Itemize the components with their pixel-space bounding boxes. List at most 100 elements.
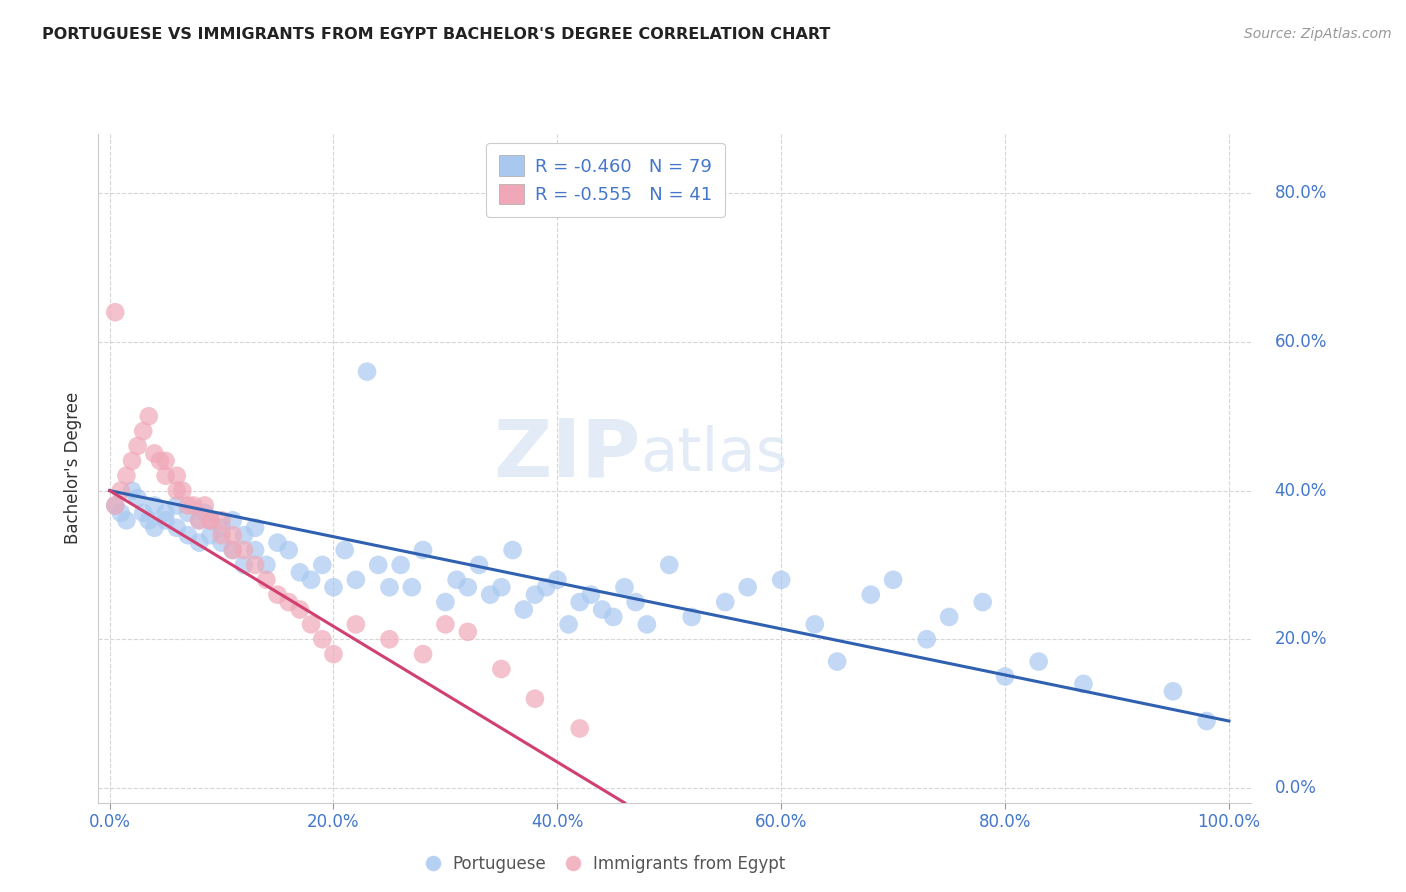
Point — [266, 535, 288, 549]
Point — [502, 543, 524, 558]
Text: 60.0%: 60.0% — [1274, 333, 1327, 351]
Point — [232, 558, 254, 572]
Point — [491, 580, 513, 594]
Point — [104, 499, 127, 513]
Point — [457, 624, 479, 639]
Point — [412, 543, 434, 558]
Point — [333, 543, 356, 558]
Point — [534, 580, 557, 594]
Point — [143, 446, 166, 460]
Point — [972, 595, 994, 609]
Point — [222, 528, 245, 542]
Point — [115, 468, 138, 483]
Point — [166, 468, 188, 483]
Point — [155, 506, 177, 520]
Point — [1073, 677, 1095, 691]
Point — [523, 588, 546, 602]
Point — [389, 558, 412, 572]
Point — [938, 610, 960, 624]
Point — [155, 454, 177, 468]
Point — [636, 617, 658, 632]
Point — [378, 632, 401, 647]
Text: 80.0%: 80.0% — [1274, 185, 1327, 202]
Point — [401, 580, 423, 594]
Point — [166, 483, 188, 498]
Point — [143, 521, 166, 535]
Point — [177, 528, 200, 542]
Point — [311, 632, 333, 647]
Point — [299, 573, 322, 587]
Point — [138, 513, 160, 527]
Point — [523, 691, 546, 706]
Point — [211, 528, 233, 542]
Point — [104, 305, 127, 319]
Point — [579, 588, 602, 602]
Point — [200, 528, 222, 542]
Point — [200, 513, 222, 527]
Point — [681, 610, 703, 624]
Point — [188, 535, 211, 549]
Point — [714, 595, 737, 609]
Point — [243, 521, 266, 535]
Point — [479, 588, 502, 602]
Point — [232, 528, 254, 542]
Point — [434, 595, 457, 609]
Point — [770, 573, 793, 587]
Point — [1028, 655, 1050, 669]
Point — [149, 454, 172, 468]
Text: PORTUGUESE VS IMMIGRANTS FROM EGYPT BACHELOR'S DEGREE CORRELATION CHART: PORTUGUESE VS IMMIGRANTS FROM EGYPT BACH… — [42, 27, 831, 42]
Point — [994, 669, 1017, 683]
Point — [127, 439, 149, 453]
Text: atlas: atlas — [640, 425, 787, 484]
Point — [132, 506, 155, 520]
Point — [110, 506, 132, 520]
Point — [344, 573, 367, 587]
Point — [188, 513, 211, 527]
Point — [546, 573, 568, 587]
Point — [412, 647, 434, 661]
Legend: Portuguese, Immigrants from Egypt: Portuguese, Immigrants from Egypt — [418, 847, 794, 881]
Point — [557, 617, 579, 632]
Point — [143, 499, 166, 513]
Point — [1161, 684, 1184, 698]
Point — [378, 580, 401, 594]
Point — [825, 655, 848, 669]
Point — [344, 617, 367, 632]
Point — [211, 521, 233, 535]
Point — [737, 580, 759, 594]
Point — [177, 506, 200, 520]
Point — [222, 543, 245, 558]
Point — [243, 543, 266, 558]
Point — [138, 409, 160, 424]
Point — [172, 483, 194, 498]
Point — [446, 573, 468, 587]
Point — [166, 521, 188, 535]
Point — [804, 617, 827, 632]
Point — [177, 499, 200, 513]
Point — [121, 483, 143, 498]
Point — [254, 573, 277, 587]
Point — [110, 483, 132, 498]
Point — [211, 535, 233, 549]
Point — [277, 543, 299, 558]
Point — [232, 543, 254, 558]
Point — [367, 558, 389, 572]
Point — [127, 491, 149, 505]
Point — [155, 468, 177, 483]
Point — [254, 558, 277, 572]
Point — [200, 513, 222, 527]
Point — [200, 513, 222, 527]
Point — [299, 617, 322, 632]
Text: 0.0%: 0.0% — [1274, 779, 1316, 797]
Y-axis label: Bachelor's Degree: Bachelor's Degree — [65, 392, 83, 544]
Point — [311, 558, 333, 572]
Point — [859, 588, 882, 602]
Text: ZIP: ZIP — [494, 416, 640, 494]
Text: 20.0%: 20.0% — [1274, 631, 1327, 648]
Point — [591, 602, 613, 616]
Point — [211, 513, 233, 527]
Point — [104, 499, 127, 513]
Point — [513, 602, 536, 616]
Point — [188, 513, 211, 527]
Text: Source: ZipAtlas.com: Source: ZipAtlas.com — [1244, 27, 1392, 41]
